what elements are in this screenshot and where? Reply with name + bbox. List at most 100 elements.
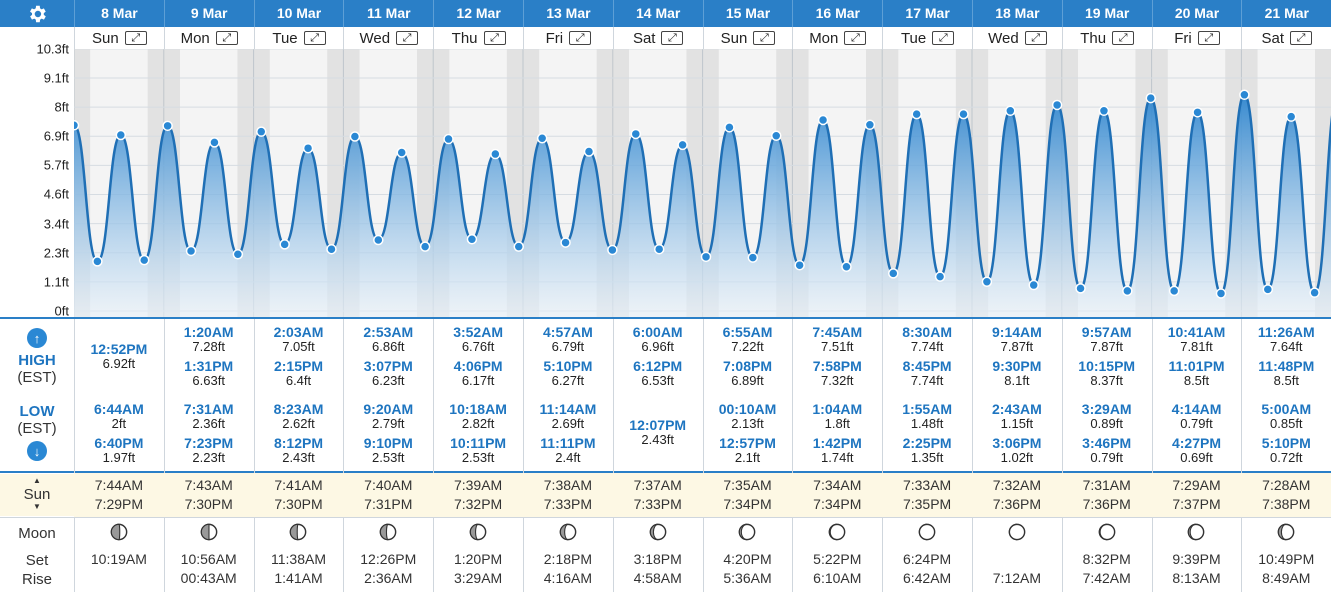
date-header-6: 14 Mar (612, 0, 703, 27)
tide-point (911, 108, 922, 120)
low-tide-time: 12:57PM (719, 435, 776, 451)
moon-phase-cell (523, 523, 613, 541)
high-tide-height: 6.27ft (551, 373, 585, 388)
date-header-3: 11 Mar (343, 0, 433, 27)
moon-phase-cell (164, 523, 254, 541)
moonset-time: 10:56AM (180, 551, 237, 567)
low-tide-height: 2.82ft (461, 416, 495, 431)
expand-day-icon[interactable]: ⤢ (303, 31, 326, 45)
tide-point (1192, 107, 1203, 118)
date-header-12: 20 Mar (1151, 0, 1242, 27)
expand-day-icon[interactable]: ⤢ (124, 31, 147, 45)
high-tide-time: 11:48PM (1258, 358, 1315, 374)
expand-day-icon[interactable]: ⤢ (844, 31, 867, 45)
expand-day-icon[interactable]: ⤢ (1112, 31, 1135, 45)
high-tide-time: 8:45PM (902, 358, 952, 374)
tide-point (209, 137, 220, 148)
expand-day-icon[interactable]: ⤢ (396, 31, 419, 45)
high-tide-time: 3:52AM (453, 324, 503, 340)
low-tide-height: 2.36ft (192, 416, 225, 431)
moon-phase-icon (1277, 523, 1295, 541)
low-tz-label: (EST) (17, 420, 57, 437)
low-tide-time: 7:23PM (184, 435, 234, 451)
column-divider (253, 319, 255, 592)
expand-day-icon[interactable]: ⤢ (215, 31, 238, 45)
high-tide-time: 11:26AM (1257, 324, 1315, 340)
tide-point (794, 259, 805, 271)
moon-phase-cell (74, 523, 164, 541)
low-tide-time: 11:11PM (540, 435, 596, 451)
high-tide-time: 7:45AM (812, 324, 863, 340)
tide-point (513, 241, 524, 252)
tide-point (583, 146, 595, 157)
moon-rise-label: Rise (21, 571, 52, 588)
sunrise-time: 7:31AM (1082, 477, 1131, 493)
high-tide-time: 8:30AM (902, 324, 952, 340)
sunset-time: 7:34PM (813, 496, 862, 512)
column-divider (433, 319, 435, 592)
expand-day-icon[interactable]: ⤢ (932, 31, 955, 45)
tide-point (1028, 279, 1039, 291)
moon-phase-icon (1008, 523, 1026, 541)
column-divider (1241, 319, 1243, 592)
tide-point (747, 252, 759, 263)
column-divider (163, 319, 165, 592)
sunset-time: 7:29PM (94, 496, 144, 512)
high-tide-height: 7.51ft (821, 339, 854, 354)
moon-phase-icon (290, 523, 307, 541)
sunrise-time: 7:38AM (543, 477, 593, 493)
low-tide-time: 7:31AM (183, 401, 234, 417)
tide-point (185, 245, 197, 257)
high-tide-height: 7.32ft (821, 373, 854, 388)
moon-phase-icon (1098, 523, 1116, 541)
expand-day-icon[interactable]: ⤢ (1197, 31, 1220, 45)
sunset-time: 7:31PM (364, 496, 413, 512)
sunrise-time: 7:39AM (453, 477, 503, 493)
tide-table-separator (0, 471, 1331, 473)
high-tide-time: 6:00AM (632, 324, 683, 340)
moonset-time: 11:38AM (270, 551, 326, 567)
moonrise-time: 4:58AM (633, 570, 682, 586)
settings-button[interactable] (0, 0, 74, 27)
expand-day-icon[interactable]: ⤢ (1024, 31, 1047, 45)
tide-point (232, 249, 244, 260)
weekday-label: Fri (545, 29, 564, 47)
weekday-cell: Mon ⤢ (163, 27, 254, 49)
tide-point (1215, 288, 1227, 299)
expand-day-icon[interactable]: ⤢ (569, 31, 592, 45)
moon-phase-cell (613, 523, 703, 541)
tide-point (302, 142, 314, 154)
high-tide-height: 8.5ft (1183, 373, 1210, 388)
sunrise-time: 7:29AM (1172, 477, 1221, 493)
moonset-time: 2:18PM (543, 551, 593, 567)
tide-point (958, 108, 969, 120)
tide-point (138, 254, 150, 266)
high-tide-height: 6.17ft (461, 373, 495, 388)
low-tide-time: 6:44AM (94, 401, 144, 417)
moon-phase-cell (882, 523, 972, 541)
column-divider (1151, 319, 1153, 592)
moon-phase-cell (1241, 523, 1331, 541)
sunrise-time: 7:35AM (723, 477, 772, 493)
high-tide-time: 6:55AM (722, 324, 773, 340)
high-tz-label: (EST) (17, 369, 57, 386)
gear-icon (30, 5, 46, 22)
moon-phase-cell (433, 523, 523, 541)
weekday-cell: Sat ⤢ (1241, 27, 1331, 49)
expand-day-icon[interactable]: ⤢ (753, 31, 776, 45)
high-tide-time: 1:20AM (183, 324, 234, 340)
low-tide-time: 3:46PM (1082, 435, 1132, 451)
high-tide-time: 7:08PM (722, 358, 772, 374)
low-tide-height: 2.69ft (551, 416, 585, 431)
expand-day-icon[interactable]: ⤢ (1290, 31, 1313, 45)
low-tide-time: 1:42PM (812, 435, 862, 451)
expand-day-icon[interactable]: ⤢ (661, 31, 684, 45)
date-header-bar (0, 0, 1331, 27)
tide-point (653, 243, 665, 255)
sun-label: Sun (23, 486, 51, 503)
high-tide-height: 7.64ft (1270, 339, 1303, 354)
moon-phase-icon (1188, 523, 1205, 541)
moonrise-time: 7:12AM (992, 570, 1042, 586)
expand-day-icon[interactable]: ⤢ (483, 31, 506, 45)
y-tick-label: 8ft (54, 99, 69, 115)
